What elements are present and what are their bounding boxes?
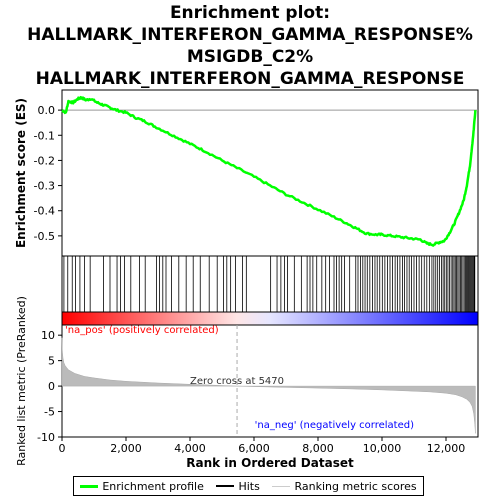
legend: Enrichment profile Hits Ranking metric s… — [73, 476, 424, 496]
hits-frame — [61, 255, 479, 313]
metric-y-tick-label: 10 — [41, 329, 55, 342]
metric-y-tick-label: 0 — [48, 380, 55, 393]
x-tick-label: 4,000 — [174, 442, 206, 455]
legend-label-ranking: Ranking metric scores — [294, 479, 417, 493]
es-y-tick-label: -0.3 — [34, 180, 55, 193]
legend-label-enrichment: Enrichment profile — [102, 479, 204, 493]
legend-item-ranking: Ranking metric scores — [272, 479, 417, 493]
title-line: Enrichment plot: — [170, 3, 330, 23]
title-line: HALLMARK_INTERFERON_GAMMA_RESPONSE% — [27, 25, 473, 45]
x-tick-label: 8,000 — [302, 442, 334, 455]
x-tick-label: 2,000 — [110, 442, 142, 455]
chart-title: Enrichment plot:HALLMARK_INTERFERON_GAMM… — [27, 3, 473, 89]
metric-y-axis-label: Ranked list metric (PreRanked) — [15, 296, 28, 466]
es-y-tick-label: -0.1 — [34, 129, 55, 142]
metric-frame — [61, 324, 479, 438]
negative-label: 'na_neg' (negatively correlated) — [255, 420, 414, 431]
ranking-swatch-icon — [272, 485, 291, 487]
es-y-axis-label: Enrichment score (ES) — [14, 98, 28, 248]
es-plot-frame — [61, 89, 479, 257]
metric-y-tick-label: -5 — [44, 406, 55, 419]
metric-y-tick-label: -10 — [37, 431, 55, 444]
rank-color-bar — [61, 311, 479, 326]
legend-label-hits: Hits — [238, 479, 260, 493]
x-axis-label: Rank in Ordered Dataset — [186, 456, 354, 470]
x-tick-label: 6,000 — [238, 442, 270, 455]
metric-y-tick-label: 5 — [48, 355, 55, 368]
title-line: MSIGDB_C2% — [187, 47, 313, 67]
es-y-tick-label: 0.0 — [38, 104, 56, 117]
x-tick-label: 12,000 — [427, 442, 466, 455]
ranking-metric-area — [61, 337, 476, 434]
hits-panel — [61, 255, 479, 326]
es-y-tick-label: -0.2 — [34, 154, 55, 167]
es-y-tick-label: -0.4 — [34, 205, 55, 218]
positive-label: 'na_pos' (positively correlated) — [65, 325, 219, 336]
es-panel: 0.0 -0.1 -0.2 -0.3 -0.4 -0.5 — [34, 89, 479, 257]
legend-item-enrichment: Enrichment profile — [80, 480, 204, 493]
legend-item-hits: Hits — [216, 479, 260, 493]
enrichment-profile-line — [61, 95, 477, 247]
hits-swatch-icon — [216, 485, 235, 487]
x-tick-label: 10,000 — [363, 442, 402, 455]
x-tick-label: 0 — [59, 442, 66, 455]
enrichment-swatch-icon — [80, 484, 99, 488]
zero-cross-label: Zero cross at 5470 — [190, 376, 284, 387]
title-line: HALLMARK_INTERFERON_GAMMA_RESPONSE — [36, 69, 465, 89]
es-y-tick-label: -0.5 — [34, 230, 55, 243]
x-axis: 0 2,000 4,000 6,000 8,000 10,000 12,000 — [59, 437, 466, 455]
metric-panel: 10 5 0 -5 -10 Zero cross at 5470 'na_pos' (pos… — [37, 324, 479, 444]
